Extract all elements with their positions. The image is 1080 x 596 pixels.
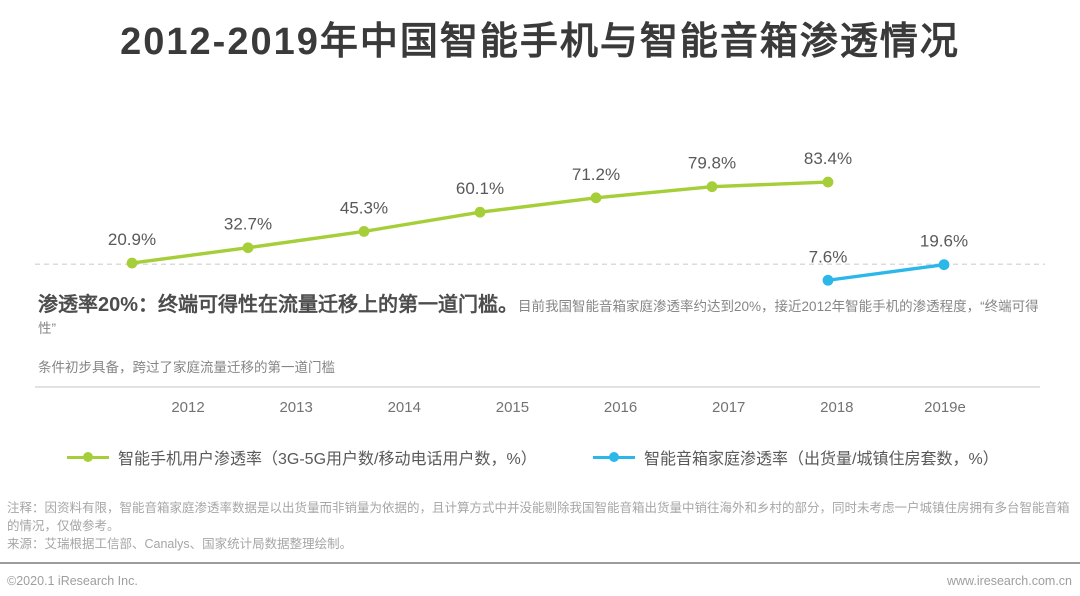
annotation-headline: 渗透率20%：终端可得性在流量迁移上的第一道门槛。 bbox=[38, 294, 519, 316]
x-axis-tick-label: 2015 bbox=[496, 399, 529, 416]
footer: ©2020.1 iResearch Inc. www.iresearch.com… bbox=[0, 570, 1080, 596]
x-axis-tick-label: 2017 bbox=[712, 399, 745, 416]
x-axis-tick-label: 2019e bbox=[924, 399, 966, 416]
x-axis-tick-label: 2012 bbox=[171, 399, 204, 416]
annotation-line-1: 渗透率20%：终端可得性在流量迁移上的第一道门槛。目前我国智能音箱家庭渗透率约达… bbox=[38, 288, 1052, 338]
data-point-label: 45.3% bbox=[340, 198, 388, 217]
website-text: www.iresearch.com.cn bbox=[946, 574, 1072, 588]
x-axis-tick-label: 2016 bbox=[604, 399, 637, 416]
x-axis-tick-label: 2018 bbox=[820, 399, 853, 416]
data-point bbox=[358, 225, 370, 237]
legend-item: 智能音箱家庭渗透率（出货量/城镇住房套数，%） bbox=[593, 444, 999, 470]
legend-item: 智能手机用户渗透率（3G-5G用户数/移动电话用户数，%） bbox=[67, 444, 537, 470]
legend-dot-icon bbox=[609, 452, 619, 462]
legend-label: 智能手机用户渗透率（3G-5G用户数/移动电话用户数，%） bbox=[118, 451, 537, 468]
data-point-label: 83.4% bbox=[804, 149, 852, 168]
data-point-label: 60.1% bbox=[456, 179, 504, 198]
note-text: 注释：因资料有限，智能音箱家庭渗透率数据是以出货量而非销量为依据的，且计算方式中… bbox=[7, 501, 1070, 533]
legend-line-marker-icon bbox=[593, 452, 635, 462]
source-text: 来源：艾瑞根据工信部、Canalys、国家统计局数据整理绘制。 bbox=[7, 537, 353, 551]
legend-label: 智能音箱家庭渗透率（出货量/城镇住房套数，%） bbox=[644, 451, 999, 468]
data-point-label: 71.2% bbox=[572, 165, 620, 184]
data-point bbox=[822, 176, 834, 188]
data-point-label: 19.6% bbox=[920, 232, 968, 251]
data-point bbox=[242, 242, 254, 254]
data-point-label: 32.7% bbox=[224, 215, 272, 234]
data-point bbox=[706, 181, 718, 193]
data-point-label: 7.6% bbox=[809, 247, 848, 266]
data-point bbox=[590, 192, 602, 204]
annotation-block: 渗透率20%：终端可得性在流量迁移上的第一道门槛。目前我国智能音箱家庭渗透率约达… bbox=[38, 288, 1052, 376]
annotation-body-line2: 条件初步具备，跨过了家庭流量迁移的第一道门槛 bbox=[38, 360, 335, 375]
legend-line-marker-icon bbox=[67, 452, 109, 462]
data-point bbox=[126, 257, 138, 269]
data-point bbox=[938, 259, 950, 271]
data-point bbox=[822, 274, 834, 286]
notes-block: 注释：因资料有限，智能音箱家庭渗透率数据是以出货量而非销量为依据的，且计算方式中… bbox=[7, 499, 1073, 553]
annotation-body: 目前我国智能音箱家庭渗透率约达到20%，接近2012年智能手机的渗透程度，“终端… bbox=[38, 299, 1039, 336]
copyright-text: ©2020.1 iResearch Inc. bbox=[7, 574, 138, 588]
footer-divider bbox=[0, 562, 1080, 564]
line-chart: 2012 2013 2014 2015 2016 2017 2018 2019e 20.9% 32… bbox=[35, 149, 1045, 416]
chart-legend: 智能手机用户渗透率（3G-5G用户数/移动电话用户数，%） 智能音箱家庭渗透率（出… bbox=[0, 444, 1080, 470]
data-point-label: 20.9% bbox=[108, 230, 156, 249]
legend-dot-icon bbox=[83, 452, 93, 462]
data-point-label: 79.8% bbox=[688, 154, 736, 173]
data-point bbox=[474, 206, 486, 218]
x-axis-tick-label: 2013 bbox=[279, 399, 312, 416]
chart-title: 2012-2019年中国智能手机与智能音箱渗透情况 bbox=[120, 21, 960, 63]
series-line bbox=[827, 263, 945, 282]
x-axis-tick-label: 2014 bbox=[388, 399, 421, 416]
